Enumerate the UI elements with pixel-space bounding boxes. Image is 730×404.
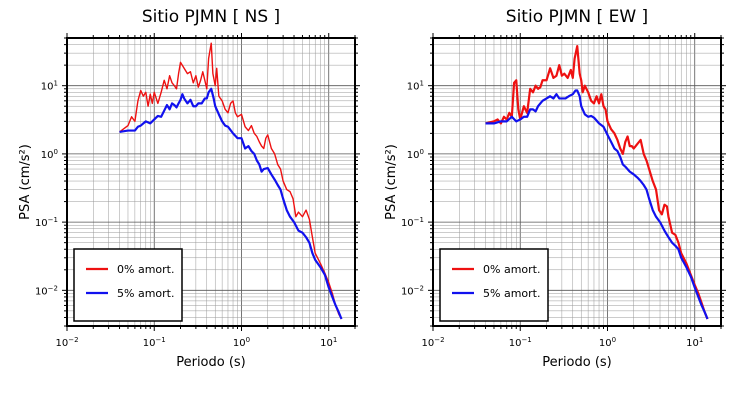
x-tick-label: 10−1 [143, 336, 166, 349]
ticks [428, 33, 726, 331]
x-axis-label: Periodo (s) [176, 355, 246, 370]
plot-frame [66, 37, 356, 327]
y-tick-label: 10−2 [35, 284, 58, 297]
y-tick-label: 101 [41, 80, 58, 93]
y-tick-label: 100 [41, 148, 58, 161]
series-line-1 [485, 45, 709, 320]
chart-panel-2: 10−2 10−1 100 101 10−2 10−1 100 101 Sitio PJMN [… [384, 7, 726, 370]
y-tick-label: 100 [407, 148, 424, 161]
x-tick-label: 10−2 [55, 336, 78, 349]
x-tick-label: 100 [599, 336, 616, 349]
x-tick-label: 101 [320, 336, 337, 349]
legend: 0% amort. 5% amort. [73, 248, 183, 322]
y-tick-label: 101 [407, 80, 424, 93]
series-line-2 [119, 87, 343, 320]
ticks [62, 33, 360, 331]
x-tick-label: 10−2 [421, 336, 444, 349]
x-axis-label: Periodo (s) [542, 355, 612, 370]
chart-panel-1: 10−2 10−1 100 101 10−2 10−1 100 101 Sitio PJMN [… [18, 7, 360, 370]
legend-label-1: 0% amort. [483, 263, 540, 276]
y-axis-label: PSA (cm/s²) [384, 144, 399, 220]
y-tick-label: 10−1 [401, 216, 424, 229]
x-tick-label: 100 [233, 336, 250, 349]
y-axis-label: PSA (cm/s²) [18, 144, 33, 220]
legend-label-1: 0% amort. [117, 263, 174, 276]
legend-box [439, 248, 549, 322]
y-tick-label: 10−2 [401, 284, 424, 297]
series-line-1 [119, 42, 343, 320]
x-tick-label: 10−1 [509, 336, 532, 349]
series-line-2 [485, 89, 709, 320]
plot-frame [432, 37, 722, 327]
legend-label-2: 5% amort. [117, 287, 174, 300]
legend: 0% amort. 5% amort. [439, 248, 549, 322]
y-tick-label: 10−1 [35, 216, 58, 229]
chart-title: Sitio PJMN [ NS ] [142, 7, 280, 27]
chart-title: Sitio PJMN [ EW ] [506, 7, 648, 27]
legend-label-2: 5% amort. [483, 287, 540, 300]
legend-box [73, 248, 183, 322]
x-tick-label: 101 [686, 336, 703, 349]
